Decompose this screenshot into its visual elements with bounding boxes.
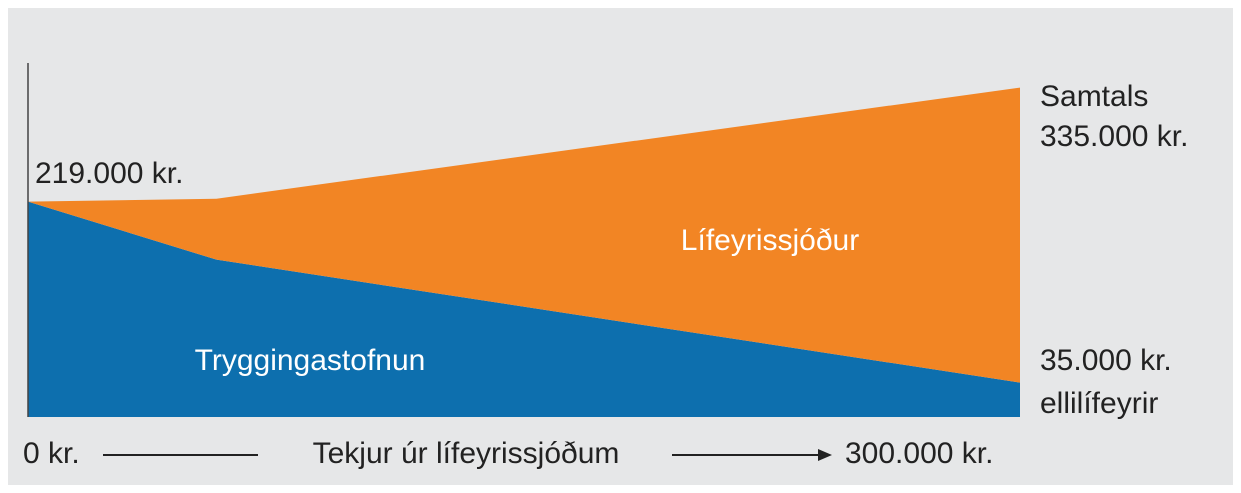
x-axis-label: Tekjur úr lífeyrissjóðum: [313, 437, 620, 470]
area: [28, 87, 1020, 383]
x-tick-label: 300.000 kr.: [845, 437, 993, 470]
value-label: 219.000 kr.: [35, 157, 183, 190]
series-label: Tryggingastofnun: [195, 344, 426, 377]
series-label: Lífeyrissjóður: [681, 224, 859, 257]
axis-arrow-head: [818, 449, 832, 461]
area: [28, 201, 1020, 417]
annotation: Samtals: [1040, 80, 1148, 113]
x-tick-label: 0 kr.: [23, 437, 80, 470]
value-label: 35.000 kr.: [1040, 344, 1172, 377]
annotation: 335.000 kr.: [1040, 120, 1188, 153]
annotation: ellilífeyrir: [1040, 387, 1158, 420]
